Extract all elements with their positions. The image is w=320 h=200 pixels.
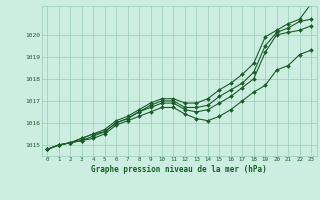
X-axis label: Graphe pression niveau de la mer (hPa): Graphe pression niveau de la mer (hPa)	[91, 165, 267, 174]
